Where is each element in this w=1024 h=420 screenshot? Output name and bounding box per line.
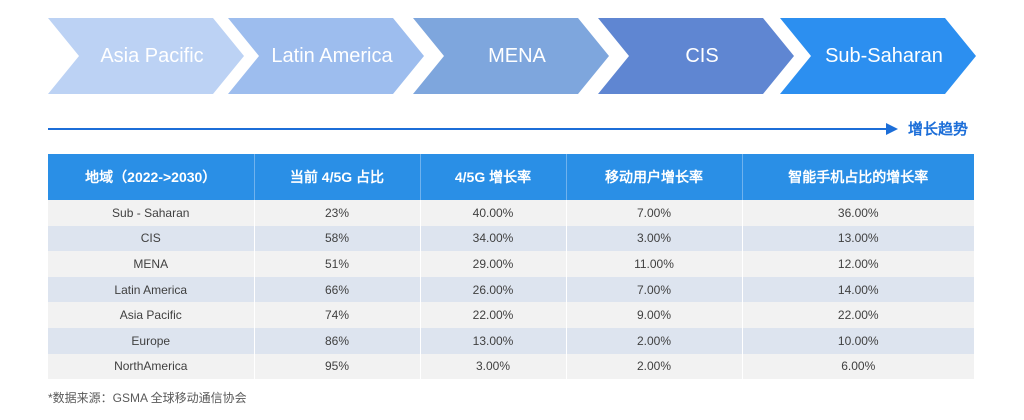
table-row: CIS 58% 34.00% 3.00% 13.00% (48, 225, 974, 252)
region-chevron-banner: Asia Pacific Latin America MENA CIS Sub-… (48, 18, 978, 94)
table-row: Sub - Saharan 23% 40.00% 7.00% 36.00% (48, 200, 974, 226)
arrow-right-icon (886, 123, 898, 135)
cell-value: 22.00% (420, 302, 567, 328)
cell-region: NorthAmerica (48, 353, 255, 380)
table-row: Europe 86% 13.00% 2.00% 10.00% (48, 327, 974, 354)
chevron-label: Sub-Saharan (825, 44, 943, 67)
chevron-label: CIS (685, 44, 719, 67)
cell-value: 2.00% (566, 327, 743, 354)
cell-value: 3.00% (566, 225, 743, 252)
header-mobile-user-growth: 移动用户增长率 (566, 154, 743, 200)
header-smartphone-growth: 智能手机占比的增长率 (742, 154, 974, 200)
cell-value: 6.00% (742, 353, 974, 380)
cell-value: 29.00% (420, 251, 567, 277)
cell-region: MENA (48, 251, 255, 277)
chevron-sub-saharan: Sub-Saharan (780, 18, 976, 94)
table-row: NorthAmerica 95% 3.00% 2.00% 6.00% (48, 353, 974, 380)
header-region: 地域（2022->2030） (48, 154, 255, 200)
chevron-mena: MENA (413, 18, 609, 94)
cell-value: 26.00% (420, 276, 567, 303)
trend-arrow-line (48, 128, 890, 130)
cell-value: 34.00% (420, 225, 567, 252)
cell-value: 7.00% (566, 200, 743, 226)
cell-region: Sub - Saharan (48, 200, 255, 226)
source-note: *数据来源：GSMA 全球移动通信协会 (48, 391, 247, 405)
header-45g-growth: 4/5G 增长率 (420, 154, 567, 200)
cell-value: 36.00% (742, 200, 974, 226)
chevron-label: Latin America (271, 44, 393, 67)
cell-value: 13.00% (420, 327, 567, 354)
cell-value: 23% (254, 200, 421, 226)
cell-value: 14.00% (742, 276, 974, 303)
chevron-asia-pacific: Asia Pacific (48, 18, 244, 94)
cell-value: 2.00% (566, 353, 743, 380)
table-row: Latin America 66% 26.00% 7.00% 14.00% (48, 276, 974, 303)
chevron-label: Asia Pacific (100, 44, 204, 67)
table-header-row: 地域（2022->2030） 当前 4/5G 占比 4/5G 增长率 移动用户增… (48, 154, 974, 200)
header-current-share: 当前 4/5G 占比 (254, 154, 421, 200)
cell-value: 95% (254, 353, 421, 380)
cell-value: 40.00% (420, 200, 567, 226)
trend-label: 增长趋势 (908, 121, 969, 138)
cell-value: 58% (254, 225, 421, 252)
cell-value: 10.00% (742, 327, 974, 354)
cell-value: 74% (254, 302, 421, 328)
cell-region: Europe (48, 327, 255, 354)
chevron-cis: CIS (598, 18, 794, 94)
chevron-label: MENA (488, 44, 546, 67)
cell-value: 66% (254, 276, 421, 303)
cell-value: 12.00% (742, 251, 974, 277)
cell-value: 9.00% (566, 302, 743, 328)
cell-value: 11.00% (566, 251, 743, 277)
cell-region: CIS (48, 225, 255, 252)
cell-value: 86% (254, 327, 421, 354)
cell-value: 22.00% (742, 302, 974, 328)
cell-value: 7.00% (566, 276, 743, 303)
growth-table: 地域（2022->2030） 当前 4/5G 占比 4/5G 增长率 移动用户增… (48, 154, 974, 380)
cell-region: Latin America (48, 276, 255, 303)
chevron-latin-america: Latin America (228, 18, 424, 94)
cell-value: 51% (254, 251, 421, 277)
cell-value: 13.00% (742, 225, 974, 252)
cell-value: 3.00% (420, 353, 567, 380)
table-row: Asia Pacific 74% 22.00% 9.00% 22.00% (48, 302, 974, 328)
cell-region: Asia Pacific (48, 302, 255, 328)
table-row: MENA 51% 29.00% 11.00% 12.00% (48, 251, 974, 277)
